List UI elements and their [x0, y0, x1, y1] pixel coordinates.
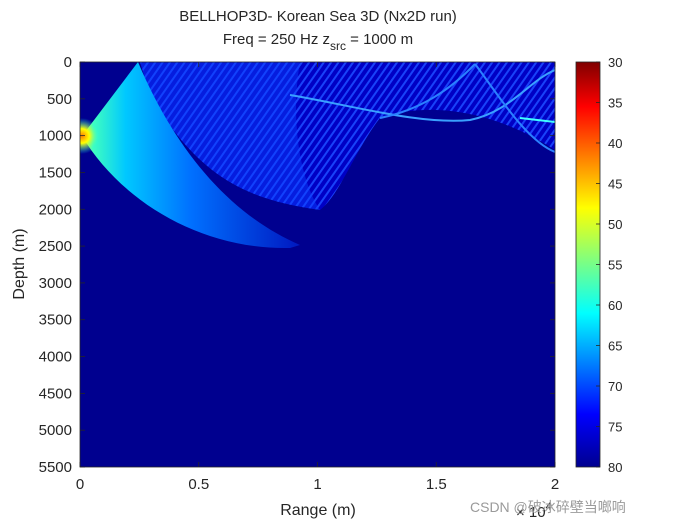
- plot-area: [80, 62, 555, 467]
- x-exponent-label: × 104: [516, 501, 552, 521]
- colorbar-tick-label: 45: [608, 177, 622, 192]
- colorbar-tick-label: 30: [608, 55, 622, 70]
- y-tick-label: 4000: [39, 349, 72, 366]
- reflected-fan: [140, 62, 555, 210]
- colorbar-tick-label: 80: [608, 460, 622, 475]
- colorbar-tick-label: 40: [608, 136, 622, 151]
- x-axis-label: Range (m): [280, 502, 356, 519]
- y-tick-label: 1500: [39, 164, 72, 181]
- y-ticks: 0 500 1000 1500 2000 2500 3000 3500 4000 4500 5000…: [39, 54, 555, 476]
- y-tick-label: 5000: [39, 422, 72, 439]
- colorbar-ticks: 30 35 40 45 50 55 60 65 70 75 80: [596, 55, 622, 475]
- colorbar-tick-label: 50: [608, 217, 622, 232]
- y-tick-label: 1000: [39, 128, 72, 145]
- second-zone-ridge-b: [474, 63, 555, 153]
- colorbar-tick-label: 55: [608, 258, 622, 273]
- y-tick-label: 500: [47, 91, 72, 108]
- x-tick-label: 0: [76, 476, 84, 493]
- x-tick-label: 1.5: [426, 476, 447, 493]
- x-tick-label: 0.5: [188, 476, 209, 493]
- x-ticks: 0 0.5 1 1.5 2: [76, 62, 559, 493]
- y-tick-label: 2000: [39, 201, 72, 218]
- y-tick-label: 3500: [39, 312, 72, 329]
- watermark: CSDN @破冰碎壁当啷响: [470, 499, 626, 515]
- reflected-fan-glow: [140, 62, 320, 210]
- chart-title: BELLHOP3D- Korean Sea 3D (Nx2D run): [179, 8, 457, 25]
- ridge-highlight: [519, 117, 555, 123]
- direct-beam: [82, 62, 300, 249]
- colorbar-tick-label: 75: [608, 420, 622, 435]
- y-tick-label: 5500: [39, 459, 72, 476]
- colorbar-tick-label: 65: [608, 339, 622, 354]
- colorbar-tick-label: 70: [608, 379, 622, 394]
- x-tick-label: 1: [313, 476, 321, 493]
- y-tick-label: 2500: [39, 238, 72, 255]
- y-tick-label: 3000: [39, 275, 72, 292]
- second-zone-ridge-a: [379, 63, 476, 119]
- colorbar-tick-label: 60: [608, 298, 622, 313]
- y-tick-label: 0: [64, 54, 72, 71]
- colorbar-tick-label: 35: [608, 96, 622, 111]
- convergence-ridge: [289, 69, 555, 122]
- y-tick-label: 4500: [39, 385, 72, 402]
- x-tick-label: 2: [551, 476, 559, 493]
- y-axis-label: Depth (m): [11, 228, 28, 299]
- chart-subtitle: Freq = 250 Hz zsrc = 1000 m: [223, 31, 413, 53]
- source-glow: [80, 118, 100, 154]
